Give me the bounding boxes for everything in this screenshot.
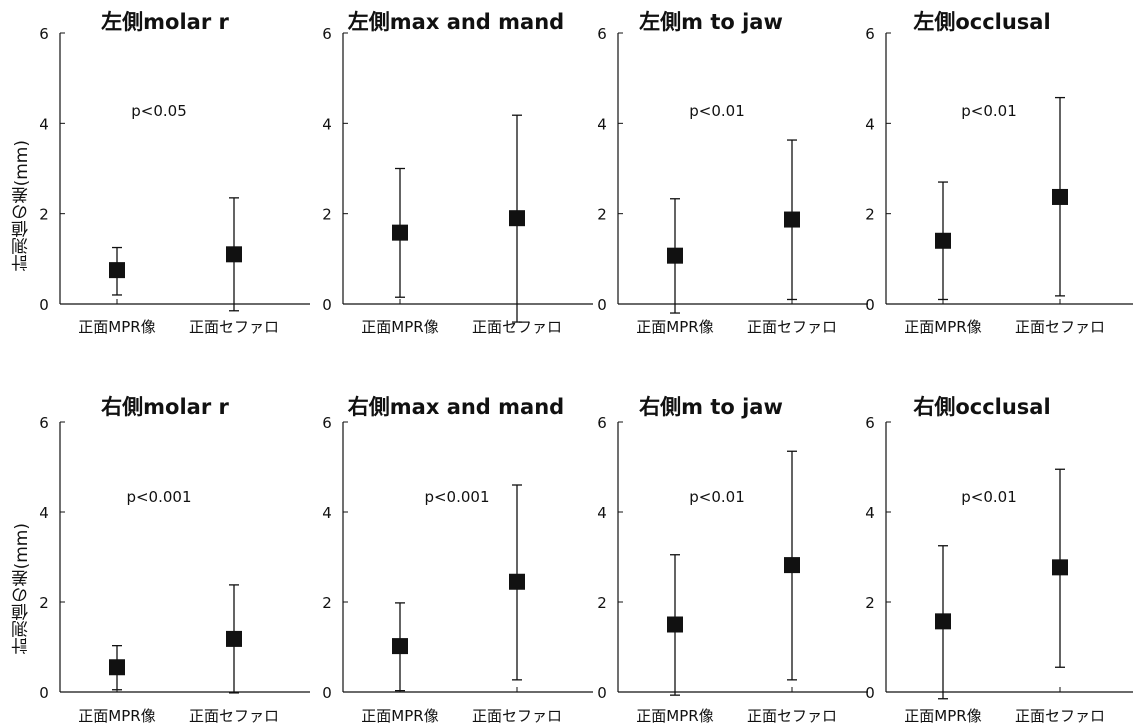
x-tick-label: 正面MPR像 (636, 318, 713, 336)
panel-5: 右側molar r p<0.001 0 2 4 6 正面MPR像 正面セファロ (39, 395, 310, 724)
y-tick-label: 4 (865, 115, 875, 133)
y-tick-label: 2 (39, 206, 49, 224)
y-tick-label: 2 (865, 206, 875, 224)
panel-title: 左側molar r (101, 10, 229, 34)
y-tick-label: 6 (322, 414, 332, 432)
y-tick-label: 0 (865, 296, 875, 314)
y-tick-label: 6 (39, 25, 49, 43)
y-tick-label: 0 (322, 296, 332, 314)
y-tick-label: 4 (865, 504, 875, 522)
p-value-annotation: p<0.001 (424, 488, 489, 506)
y-tick-label: 4 (597, 115, 607, 133)
panel-title: 右側molar r (101, 395, 229, 419)
y-tick-label: 4 (597, 504, 607, 522)
mean-marker (667, 616, 683, 633)
mean-marker (392, 224, 408, 241)
y-tick-label: 2 (597, 594, 607, 612)
mean-marker (109, 659, 125, 676)
y-axis-label-top: 計測値の差(mm) (12, 140, 32, 272)
p-value-annotation: p<0.01 (961, 488, 1017, 506)
panel-1: 左側molar r p<0.05 0 2 4 6 正面MPR像 正面セファロ (39, 10, 310, 336)
panel-title: 左側max and mand (348, 10, 564, 34)
x-tick-label: 正面セファロ (1015, 318, 1105, 336)
y-tick-label: 6 (597, 25, 607, 43)
x-tick-label: 正面セファロ (747, 318, 837, 336)
p-value-annotation: p<0.001 (126, 488, 191, 506)
y-tick-label: 0 (39, 296, 49, 314)
panel-title: 右側max and mand (348, 395, 564, 419)
x-tick-label: 正面MPR像 (904, 707, 981, 724)
y-tick-label: 4 (322, 115, 332, 133)
panel-title: 左側m to jaw (639, 10, 783, 34)
p-value-annotation: p<0.01 (689, 102, 745, 120)
x-tick-label: 正面セファロ (1015, 707, 1105, 724)
mean-marker (226, 630, 242, 647)
x-tick-label: 正面セファロ (747, 707, 837, 724)
mean-marker (935, 232, 951, 249)
y-tick-label: 2 (865, 594, 875, 612)
y-tick-label: 6 (597, 414, 607, 432)
x-tick-label: 正面セファロ (189, 707, 279, 724)
x-tick-label: 正面セファロ (189, 318, 279, 336)
panel-7: 右側m to jaw p<0.01 0 2 4 6 正面MPR像 正面セファロ (597, 395, 868, 724)
mean-marker (226, 246, 242, 263)
y-tick-label: 6 (322, 25, 332, 43)
y-axis-label-bottom: 計測値の差(mm) (12, 523, 32, 655)
mean-marker (935, 613, 951, 630)
p-value-annotation: p<0.01 (961, 102, 1017, 120)
mean-marker (784, 211, 800, 228)
y-tick-label: 0 (865, 684, 875, 702)
panel-2: 左側max and mand 0 2 4 6 正面MPR像 正面セファロ (322, 10, 593, 336)
mean-marker (667, 247, 683, 264)
x-tick-label: 正面セファロ (472, 318, 562, 336)
panel-title: 右側occlusal (913, 395, 1050, 419)
x-tick-label: 正面MPR像 (904, 318, 981, 336)
mean-marker (392, 638, 408, 655)
y-tick-label: 0 (597, 296, 607, 314)
x-tick-label: 正面MPR像 (361, 707, 438, 724)
x-tick-label: 正面MPR像 (361, 318, 438, 336)
panel-8: 右側occlusal p<0.01 0 2 4 6 正面MPR像 正面セファロ (865, 395, 1133, 724)
mean-marker (784, 557, 800, 574)
y-tick-label: 2 (322, 206, 332, 224)
p-value-annotation: p<0.05 (131, 102, 187, 120)
panel-4: 左側occlusal p<0.01 0 2 4 6 正面MPR像 正面セファロ (865, 10, 1133, 336)
mean-marker (1052, 559, 1068, 576)
x-tick-label: 正面セファロ (472, 707, 562, 724)
y-tick-label: 6 (865, 25, 875, 43)
y-tick-label: 2 (39, 594, 49, 612)
panel-6: 右側max and mand p<0.001 0 2 4 6 正面MPR像 正面セファロ (322, 395, 593, 724)
y-tick-label: 6 (39, 414, 49, 432)
y-tick-label: 0 (597, 684, 607, 702)
y-tick-label: 4 (39, 115, 49, 133)
mean-marker (109, 262, 125, 279)
x-tick-label: 正面MPR像 (78, 707, 155, 724)
y-tick-label: 4 (322, 504, 332, 522)
y-tick-label: 0 (322, 684, 332, 702)
y-tick-label: 6 (865, 414, 875, 432)
y-tick-label: 2 (597, 206, 607, 224)
y-tick-label: 2 (322, 594, 332, 612)
y-tick-label: 4 (39, 504, 49, 522)
panel-3: 左側m to jaw p<0.01 0 2 4 6 正面MPR像 正面セファロ (597, 10, 868, 336)
panel-title: 右側m to jaw (639, 395, 783, 419)
y-tick-label: 0 (39, 684, 49, 702)
mean-marker (509, 210, 525, 227)
p-value-annotation: p<0.01 (689, 488, 745, 506)
panel-title: 左側occlusal (913, 10, 1050, 34)
x-tick-label: 正面MPR像 (78, 318, 155, 336)
mean-marker (509, 573, 525, 590)
x-tick-label: 正面MPR像 (636, 707, 713, 724)
mean-marker (1052, 188, 1068, 205)
